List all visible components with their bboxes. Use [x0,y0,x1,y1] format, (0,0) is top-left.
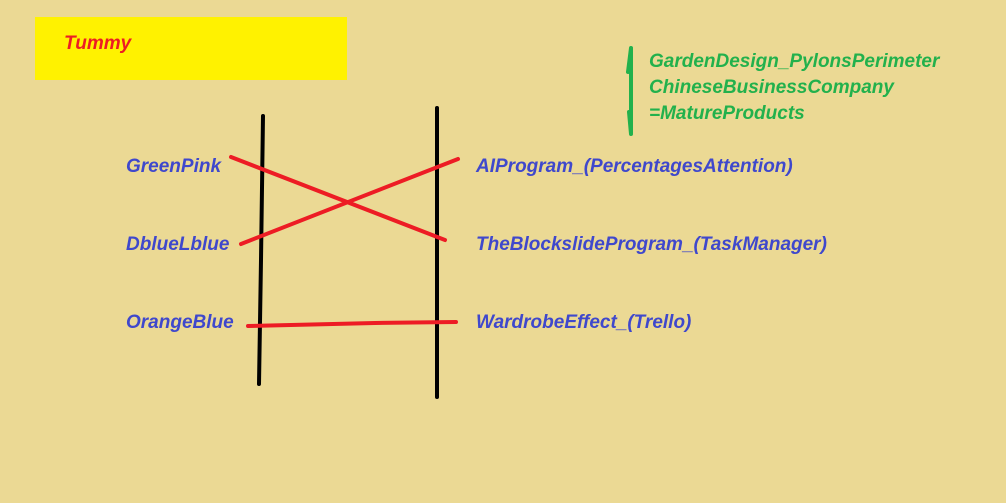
left-label-dbluelblue: DblueLblue [126,234,230,255]
note-line-2: ChineseBusinessCompany [649,77,894,98]
right-label-wardrobe: WardrobeEffect_(Trello) [476,312,692,333]
note-line-1: GardenDesign_PylonsPerimeter [649,51,940,72]
connector-dblue-aiprogram [239,157,460,246]
left-label-greenpink: GreenPink [126,156,222,177]
left-vertical-line [257,114,265,386]
title-box [35,17,347,80]
right-label-aiprogram: AIProgram_(PercentagesAttention) [476,156,793,177]
diagram-title: Tummy [64,33,132,54]
left-label-orangeblue: OrangeBlue [126,312,234,333]
right-label-blockslide: TheBlockslideProgram_(TaskManager) [476,234,827,255]
connector-greenpink-blockslide [229,155,447,242]
note-bracket [626,46,633,136]
note-line-3: =MatureProducts [649,103,805,124]
connector-orangeblue-wardrobe [246,320,458,328]
